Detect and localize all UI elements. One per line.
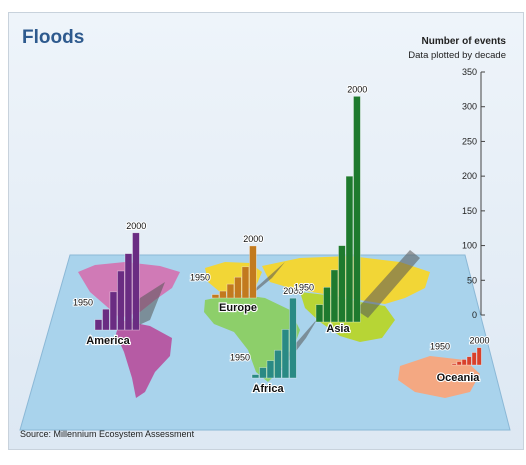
year-label-end-oceania: 2000 [469, 336, 489, 346]
year-label-start-europe: 1950 [190, 273, 210, 283]
bar-africa-1970 [266, 360, 275, 379]
bar-africa-1950 [251, 374, 260, 379]
bar-group-europe: 1950 2000 Europe [189, 233, 285, 315]
bar-europe-2000 [249, 245, 257, 299]
bar-group-oceania: 1950 2000 Oceania [429, 335, 491, 385]
year-label-start-oceania: 1950 [430, 342, 450, 352]
bar-oceania-1960 [456, 361, 462, 366]
y-axis-ticks: 0 50 100 150 200 250 300 350 [462, 67, 485, 320]
bar-america-1990 [124, 253, 133, 331]
bar-asia-1990 [345, 175, 354, 323]
continent-oceania [398, 356, 480, 398]
bar-asia-1970 [330, 269, 339, 323]
bar-asia-1960 [323, 286, 331, 323]
year-label-end-europe: 2000 [243, 234, 263, 244]
y-tick-label-300: 300 [462, 102, 477, 112]
bar-europe-1970 [226, 283, 235, 299]
bar-oceania-1970 [461, 359, 467, 366]
bar-group-america: 1950 2000 America [72, 220, 165, 348]
bar-africa-1990 [281, 329, 290, 379]
chart-subtitle: Data plotted by decade [408, 50, 506, 61]
bar-oceania-2000 [476, 347, 482, 366]
bar-oceania-1980 [466, 356, 472, 366]
year-label-end-america: 2000 [126, 221, 146, 231]
bar-asia-1950 [315, 304, 324, 323]
year-label-end-asia: 2000 [347, 84, 367, 94]
bar-europe-1980 [234, 276, 242, 299]
year-label-start-america: 1950 [73, 298, 93, 308]
bar-africa-1980 [274, 349, 282, 379]
bar-oceania-1950 [451, 363, 457, 366]
bar-america-2000 [132, 232, 140, 331]
chart-title: Floods [22, 27, 85, 48]
region-label-asia: Asia [326, 323, 350, 335]
year-label-start-africa: 1950 [230, 353, 250, 363]
bar-shadow-asia [356, 250, 420, 318]
y-tick-label-200: 200 [462, 171, 477, 181]
continent-south-america [116, 320, 172, 398]
year-label-end-africa: 2000 [283, 286, 303, 296]
bar-group-asia: 1950 2000 Asia [293, 83, 420, 336]
region-label-oceania: Oceania [437, 372, 481, 384]
bar-shadow-europe [250, 262, 285, 296]
bar-europe-1990 [241, 266, 250, 299]
year-label-start-asia: 1950 [294, 283, 314, 293]
region-label-europe: Europe [219, 302, 257, 314]
y-tick-label-0: 0 [472, 310, 477, 320]
bar-groups: 19502000America19502000Europe19502000Afr… [72, 83, 491, 396]
y-axis-label: Number of events [421, 36, 506, 47]
bar-asia-1980 [338, 245, 346, 323]
bar-oceania-1990 [471, 352, 477, 366]
bar-europe-1950 [211, 294, 220, 299]
source-note: Source: Millennium Ecosystem Assessment [20, 429, 195, 439]
bar-america-1970 [109, 291, 118, 331]
bar-america-1980 [117, 270, 125, 331]
y-tick-label-150: 150 [462, 206, 477, 216]
bar-europe-1960 [219, 290, 227, 299]
y-tick-label-50: 50 [467, 275, 477, 285]
y-tick-label-350: 350 [462, 67, 477, 77]
y-tick-label-100: 100 [462, 241, 477, 251]
region-label-america: America [86, 335, 130, 347]
region-label-africa: Africa [252, 383, 284, 395]
bar-africa-1960 [259, 367, 267, 379]
bar-america-1960 [102, 308, 110, 331]
bar-america-1950 [94, 319, 103, 331]
bar-asia-2000 [353, 96, 361, 323]
bar-africa-2000 [289, 297, 297, 379]
y-tick-label-250: 250 [462, 136, 477, 146]
